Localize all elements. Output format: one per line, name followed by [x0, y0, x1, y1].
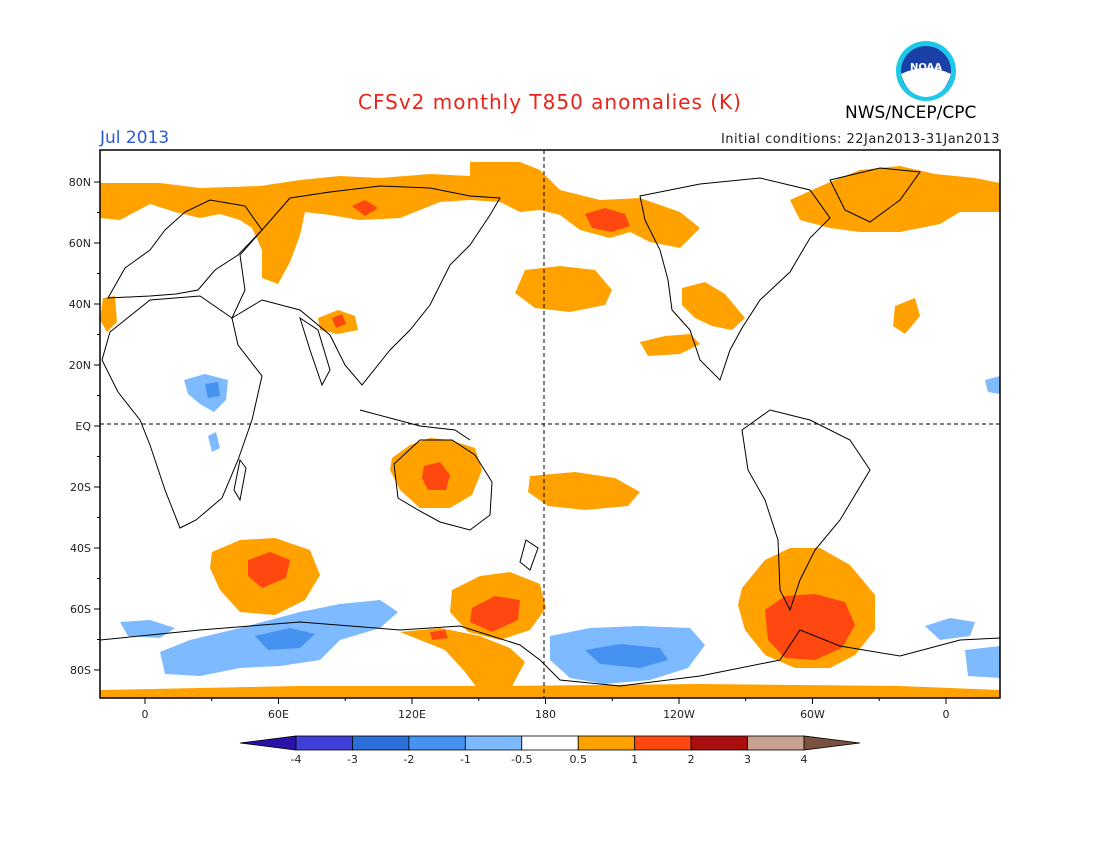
anomaly-central-africa: [184, 374, 228, 412]
anomaly-tibet-core: [332, 314, 346, 328]
anomaly-atlantic-east: [893, 298, 920, 334]
anomaly-eastern-pacific: [640, 334, 700, 356]
anomaly-south-pacific: [528, 472, 640, 510]
coast-north-america: [639, 177, 831, 381]
noaa-logo-icon: NOAA: [896, 41, 956, 101]
colorbar-segment: [690, 735, 748, 751]
colorbar-max-arrow: [803, 735, 861, 751]
anomaly-nz-core: [470, 596, 520, 632]
initial-conditions-label: Initial conditions: 22Jan2013-31Jan2013: [720, 132, 1000, 147]
colorbar-segment: [464, 735, 523, 751]
anomaly-western-us: [682, 282, 745, 330]
lon-tick-label: 120W: [663, 708, 695, 721]
lat-tick-label: 40S: [70, 542, 91, 555]
coast-indonesia: [359, 409, 471, 441]
lon-tick-label: 180: [535, 708, 556, 721]
colorbar-label: 2: [688, 753, 695, 766]
lat-tick-label: 80S: [70, 664, 91, 677]
coast-greenland: [829, 167, 921, 223]
coast-europe: [107, 199, 263, 299]
colorbar-segment: [634, 735, 692, 751]
coast-india: [299, 316, 331, 387]
anomaly-atlantic-antarctic-2: [965, 646, 1000, 678]
coast-new-zealand: [519, 539, 539, 571]
anomaly-north-africa: [100, 296, 117, 332]
anomaly-north-pacific: [515, 266, 612, 312]
organization-label: NWS/NCEP/CPC: [845, 103, 977, 123]
lon-tick-label: 120E: [398, 708, 426, 721]
chart-title: CFSv2 monthly T850 anomalies (K): [358, 90, 742, 114]
lon-tick-label: 60W: [800, 708, 825, 721]
map-frame: [99, 149, 1001, 699]
colorbar-label: -2: [403, 753, 414, 766]
anomaly-bering-core: [585, 208, 630, 232]
colorbar-label: 3: [744, 753, 751, 766]
anomaly-ross-sea: [400, 628, 525, 692]
lon-tick-label: 60E: [268, 708, 289, 721]
colorbar-segment: [747, 735, 805, 751]
anomaly-north-atlantic: [790, 166, 1000, 232]
colorbar-label: -0.5: [511, 753, 532, 766]
coast-asia: [230, 185, 501, 386]
lat-tick-label: 60S: [70, 603, 91, 616]
lon-tick-label: 0: [943, 708, 950, 721]
lat-tick-label: 60N: [69, 237, 91, 250]
anomaly-atlantic-antarctic: [925, 618, 975, 640]
colorbar-label: -3: [347, 753, 358, 766]
colorbar: -4 -3 -2 -1 -0.5 0.5 1 2 3 4: [239, 735, 861, 766]
colorbar-segment: [521, 735, 579, 751]
anomaly-australia-core: [422, 462, 450, 490]
colorbar-segment: [577, 735, 636, 751]
anomaly-arctic-europe-asia: [100, 162, 700, 284]
coast-south-america: [741, 409, 871, 612]
anomaly-antarctic-fringe: [100, 684, 1000, 698]
latitude-axis: 80N 60N 40N 20N EQ 20S 40S 60S 80S: [69, 176, 100, 677]
colorbar-label: 0.5: [569, 753, 587, 766]
colorbar-segment: [295, 735, 353, 751]
positive-anomaly-regions: [100, 162, 1000, 698]
anomaly-africa-core: [205, 382, 220, 398]
strong-negative-anomaly-regions: [205, 382, 668, 668]
coast-australia: [393, 439, 493, 531]
anomaly-field: [100, 162, 1000, 698]
colorbar-segment: [352, 735, 410, 751]
lat-tick-label: 20N: [69, 359, 91, 372]
lat-tick-label: EQ: [75, 420, 91, 433]
anomaly-amundsen-core: [585, 644, 668, 668]
valid-month-label: Jul 2013: [100, 128, 170, 148]
coast-antarctica: [100, 621, 1000, 687]
colorbar-min-arrow: [239, 735, 297, 751]
colorbar-label: 1: [631, 753, 638, 766]
coastlines: [100, 167, 1000, 687]
anomaly-siberia-core: [352, 200, 378, 216]
colorbar-label: -1: [460, 753, 471, 766]
colorbar-label: -4: [291, 753, 302, 766]
anomaly-ross-core: [430, 630, 448, 640]
colorbar-label: 4: [801, 753, 808, 766]
anomaly-west-africa-coast: [985, 376, 1000, 394]
longitude-axis: 0 60E 120E 180 120W 60W 0: [142, 698, 950, 721]
logo-text: NOAA: [910, 62, 942, 73]
lat-tick-label: 20S: [70, 481, 91, 494]
colorbar-segment: [408, 735, 466, 751]
lat-tick-label: 40N: [69, 298, 91, 311]
lat-tick-label: 80N: [69, 176, 91, 189]
lon-tick-label: 0: [142, 708, 149, 721]
coast-madagascar: [233, 458, 247, 502]
anomaly-east-antarctica-core: [255, 628, 315, 650]
anomaly-indian-ocean-core: [248, 552, 290, 588]
coast-africa: [101, 295, 263, 529]
anomaly-east-africa: [208, 432, 220, 452]
